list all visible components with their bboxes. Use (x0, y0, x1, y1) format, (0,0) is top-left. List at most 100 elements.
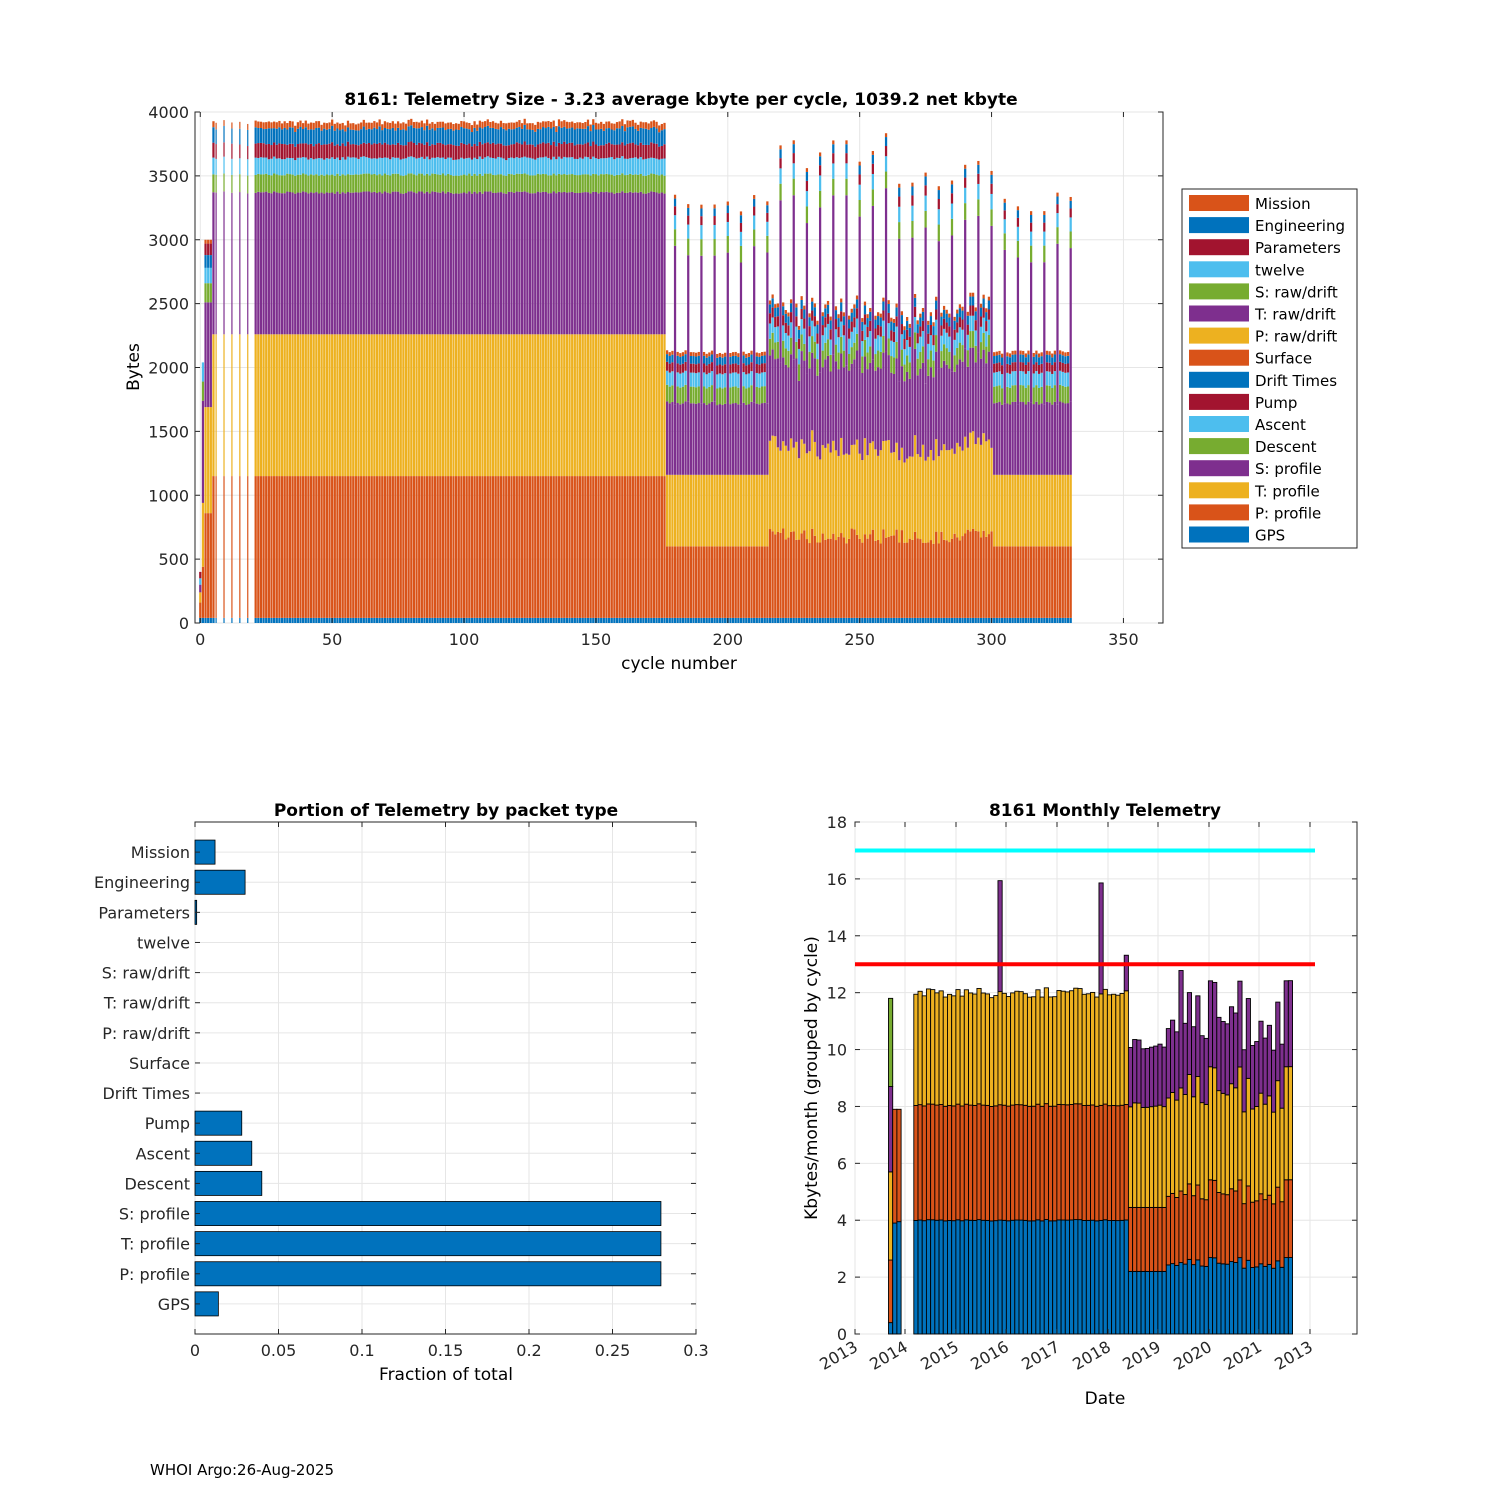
cycle-bar-segment (502, 123, 505, 129)
cycle-bar-segment (647, 334, 650, 477)
cycle-bar-segment (597, 123, 600, 130)
cycle-bar-segment (586, 192, 590, 335)
cycle-bar-segment (877, 455, 880, 540)
cycle-bar-segment (600, 128, 603, 146)
cycle-bar-segment (623, 192, 627, 335)
cycle-bar-segment (911, 372, 914, 457)
cycle-bar-segment (840, 353, 843, 438)
cycle-bar-segment (323, 175, 326, 194)
cycle-bar-segment (209, 513, 212, 618)
cycle-bar-segment (966, 334, 969, 351)
cycle-bar-segment (634, 334, 637, 477)
legend-label: Pump (1255, 394, 1297, 412)
month-bar-segment (1245, 1077, 1251, 1187)
month-bar-segment (1018, 991, 1024, 1106)
cycle-bar-segment (534, 334, 537, 477)
cycle-bar-segment (383, 617, 387, 623)
month-bar-segment (1014, 1219, 1020, 1335)
cycle-bar-segment (415, 334, 418, 477)
month-bar-segment (1191, 1264, 1197, 1335)
cycle-bar-segment (362, 126, 365, 143)
month-bar-segment (888, 1259, 894, 1324)
cycle-bar-segment (784, 617, 787, 623)
cycle-bar-segment (937, 190, 940, 200)
month-bar-segment (989, 1220, 995, 1335)
cycle-bar-segment (571, 617, 574, 623)
month-bar-segment (1052, 1105, 1058, 1222)
cycle-bar-segment (758, 617, 761, 623)
cycle-bar-segment (700, 474, 703, 547)
cycle-bar-segment (713, 401, 716, 475)
cycle-bar-segment (476, 193, 479, 335)
cycle-bar-segment (581, 174, 584, 193)
cycle-bar-segment (378, 476, 381, 618)
cycle-bar-segment (204, 255, 207, 268)
cycle-bar-segment (565, 192, 569, 335)
month-bar-segment (1014, 990, 1020, 1106)
cycle-bar-segment (415, 144, 418, 159)
cycle-bar-segment (977, 215, 980, 353)
chart2-category-label: Descent (124, 1174, 190, 1193)
cycle-bar-segment (792, 163, 795, 179)
cycle-bar-segment (513, 476, 516, 618)
cycle-bar-segment (892, 357, 896, 374)
cycle-bar-segment (884, 351, 888, 441)
cycle-bar-segment (383, 157, 387, 174)
cycle-bar-segment (333, 476, 336, 618)
cycle-bar-segment (1014, 401, 1017, 475)
cycle-bar-segment (386, 122, 389, 129)
cycle-bar-segment (731, 386, 735, 404)
cycle-bar-segment (718, 404, 722, 475)
cycle-bar-segment (647, 192, 650, 335)
cycle-bar-segment (215, 158, 217, 175)
cycle-bar-segment (826, 339, 830, 356)
month-bar-segment (1010, 992, 1016, 1106)
cycle-bar-segment (644, 122, 648, 129)
cycle-bar-segment (420, 120, 423, 128)
cycle-bar-segment (782, 617, 785, 623)
legend-label: S: raw/drift (1255, 283, 1338, 301)
month-bar-segment (1216, 1090, 1222, 1193)
cycle-bar-segment (296, 144, 299, 158)
cycle-bar-segment (705, 546, 708, 618)
cycle-bar-segment (1053, 362, 1056, 372)
cycle-bar-segment (700, 204, 703, 209)
cycle-bar-segment (898, 238, 901, 382)
cycle-bar-segment (394, 476, 397, 618)
cycle-bar-segment (829, 339, 832, 355)
cycle-bar-segment (977, 160, 980, 165)
cycle-bar-segment (283, 617, 286, 623)
cycle-bar-segment (478, 617, 481, 623)
cycle-bar-segment (352, 476, 355, 618)
cycle-bar-segment (534, 159, 537, 176)
cycle-bar-segment (634, 617, 637, 623)
cycle-bar-segment (302, 617, 305, 623)
cycle-bar-segment (262, 122, 265, 130)
cycle-bar-segment (423, 476, 426, 618)
cycle-bar-segment (254, 476, 257, 618)
month-bar-segment (1161, 1206, 1167, 1272)
cycle-bar-segment (747, 617, 751, 623)
cycle-bar-segment (507, 173, 510, 192)
cycle-bar-segment (439, 121, 442, 128)
cycle-bar-segment (671, 617, 674, 623)
cycle-bar-segment (600, 191, 603, 335)
cycle-bar-segment (396, 173, 400, 192)
cycle-bar-segment (892, 373, 896, 453)
cycle-bar-segment (1066, 355, 1070, 364)
cycle-bar-segment (663, 175, 666, 194)
month-bar-segment (1165, 1264, 1171, 1335)
cycle-bar-segment (956, 617, 959, 623)
cycle-bar-segment (945, 313, 948, 323)
cycle-bar-segment (605, 121, 608, 129)
cycle-bar-segment (747, 373, 751, 388)
month-bar-segment (1212, 1067, 1218, 1181)
cycle-bar-segment (423, 130, 426, 145)
cycle-bar-segment (702, 355, 706, 364)
cycle-bar-segment (663, 158, 666, 176)
cycle-bar-segment (1032, 546, 1035, 618)
cycle-bar-segment (760, 474, 764, 547)
cycle-bar-segment (594, 192, 598, 335)
cycle-bar-segment (581, 334, 584, 477)
month-bar-segment (968, 1219, 974, 1335)
